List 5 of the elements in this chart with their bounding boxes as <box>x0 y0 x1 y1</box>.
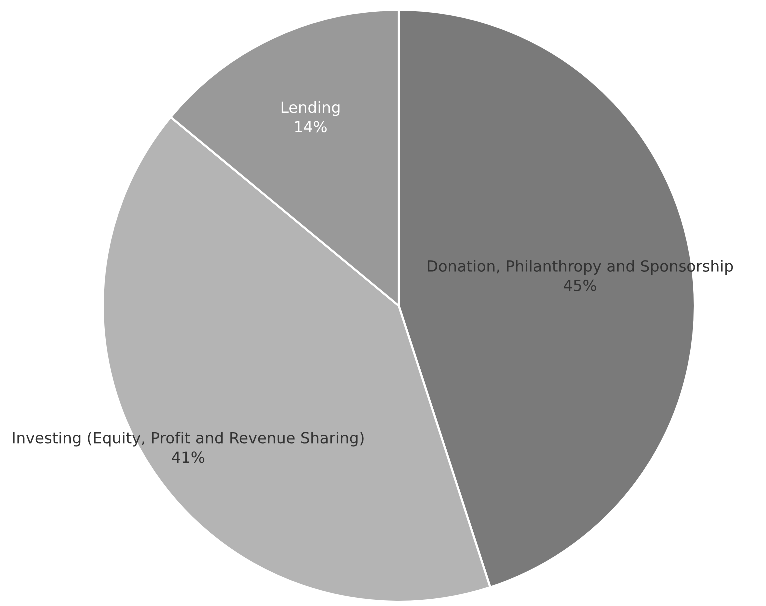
slice-label: Lending <box>282 101 340 116</box>
data-label: 41% <box>172 452 205 464</box>
data-label: 14% <box>295 121 327 133</box>
data-label: 45% <box>564 280 596 292</box>
slice-label: Investing (Equity, Profit and Revenue Sharing) <box>13 432 364 447</box>
